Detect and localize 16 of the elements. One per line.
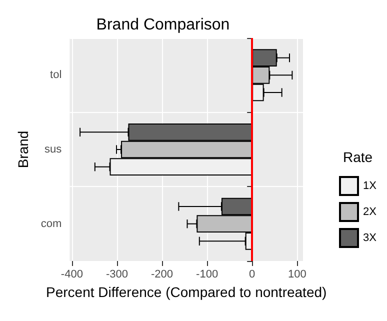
y-tick-label: com: [40, 218, 62, 230]
legend-label: 3X: [363, 232, 378, 244]
x-tick-label: 100: [288, 268, 306, 280]
legend-label: 2X: [363, 206, 378, 218]
x-tick-label: 0: [249, 268, 256, 280]
x-tick-label: -300: [106, 268, 128, 280]
x-tick-label: -400: [60, 268, 83, 280]
legend-label: 1X: [363, 180, 378, 192]
y-tick-label: tol: [50, 69, 62, 82]
x-tick-label: -100: [196, 268, 218, 280]
y-tick-label: sus: [44, 144, 62, 156]
x-tick-label: -200: [151, 268, 174, 280]
legend-title: Rate: [343, 149, 373, 165]
x-axis-title: Percent Difference (Compared to nontreated): [46, 284, 327, 300]
chart-title: Brand Comparison: [96, 16, 230, 34]
y-axis-title: Brand: [15, 130, 31, 168]
